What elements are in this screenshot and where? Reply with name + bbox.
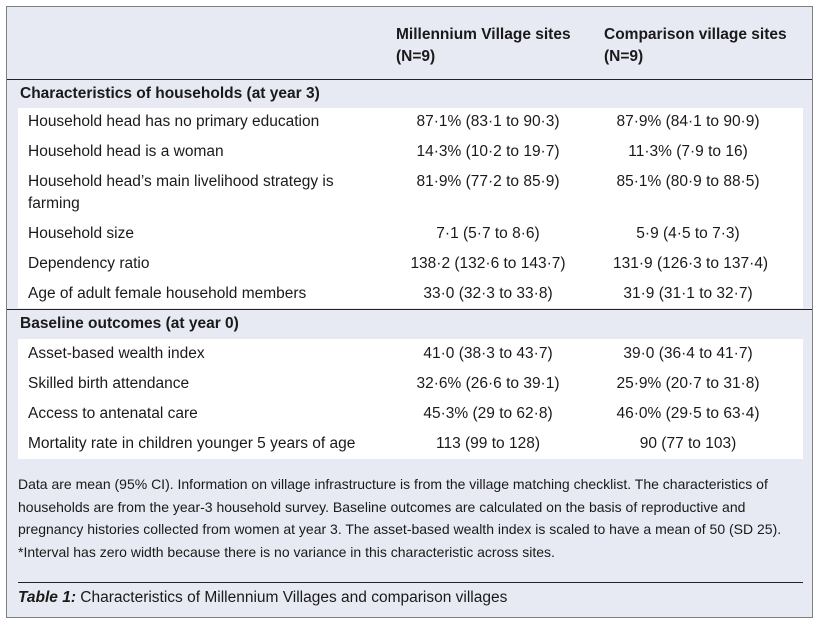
section-header-households: Characteristics of households (at year 3… (7, 79, 812, 109)
section-body-households: Household head has no primary education … (18, 108, 803, 308)
column-header-millennium: Millennium Village sites (N=9) (396, 26, 571, 65)
section-body-baseline: Asset-based wealth index 41·0 (38·3 to 4… (18, 339, 803, 459)
caption-label: Table 1: (18, 589, 76, 606)
table-footnote: Data are mean (95% CI). Information on v… (18, 476, 782, 560)
section-header-baseline: Baseline outcomes (at year 0) (7, 309, 812, 339)
caption-text: Characteristics of Millennium Villages a… (76, 589, 508, 606)
caption-divider (18, 582, 803, 583)
table-caption: Table 1: Characteristics of Millennium V… (18, 589, 507, 607)
column-header-comparison: Comparison village sites (N=9) (604, 26, 787, 65)
table-header: Millennium Village sites (N=9) Compariso… (7, 7, 812, 79)
table-frame: Millennium Village sites (N=9) Compariso… (6, 6, 813, 618)
